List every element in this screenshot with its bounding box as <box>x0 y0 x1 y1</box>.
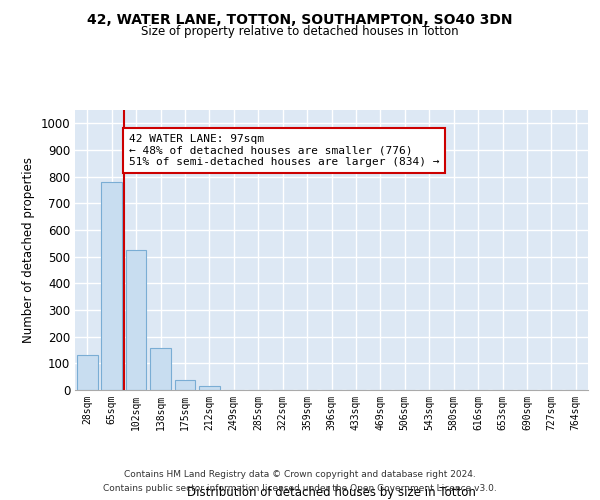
Bar <box>199 386 220 390</box>
Text: 42 WATER LANE: 97sqm
← 48% of detached houses are smaller (776)
51% of semi-deta: 42 WATER LANE: 97sqm ← 48% of detached h… <box>129 134 439 167</box>
Bar <box>77 356 98 390</box>
Bar <box>150 348 171 390</box>
Bar <box>101 182 122 390</box>
Y-axis label: Number of detached properties: Number of detached properties <box>22 157 35 343</box>
Bar <box>125 250 146 390</box>
X-axis label: Distribution of detached houses by size in Totton: Distribution of detached houses by size … <box>187 486 476 498</box>
Bar <box>175 380 196 390</box>
Text: Contains HM Land Registry data © Crown copyright and database right 2024.: Contains HM Land Registry data © Crown c… <box>124 470 476 479</box>
Text: Size of property relative to detached houses in Totton: Size of property relative to detached ho… <box>141 25 459 38</box>
Text: 42, WATER LANE, TOTTON, SOUTHAMPTON, SO40 3DN: 42, WATER LANE, TOTTON, SOUTHAMPTON, SO4… <box>87 12 513 26</box>
Text: Contains public sector information licensed under the Open Government Licence v3: Contains public sector information licen… <box>103 484 497 493</box>
